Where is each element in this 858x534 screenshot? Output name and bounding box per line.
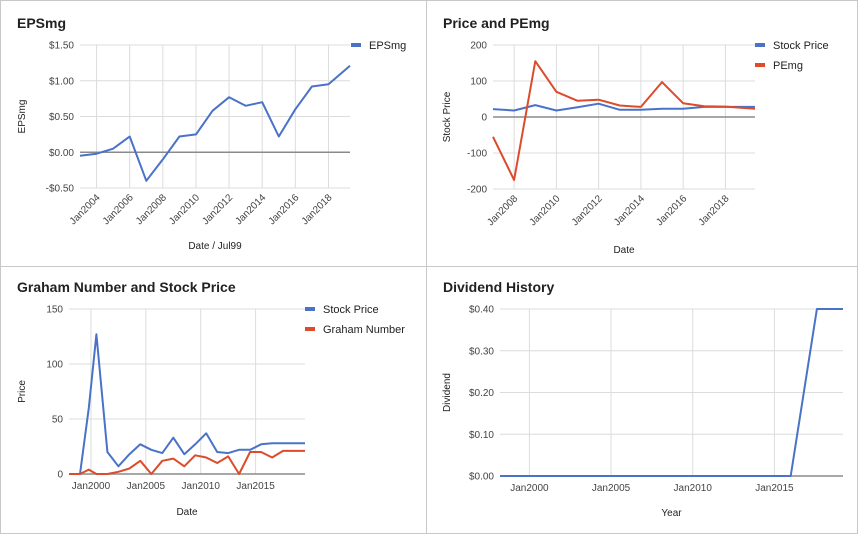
chart-svg: Graham Number and Stock Price 0 50 100 150 Ja…	[17, 279, 405, 518]
x-tick-label: Jan2000	[510, 483, 549, 494]
chart-title: Price and PEmg	[443, 15, 550, 31]
x-tick-label: Jan2005	[127, 481, 166, 492]
y-axis-label: Dividend	[442, 373, 453, 412]
x-tick-label: Jan2010	[528, 193, 563, 228]
chart-panel-epsmg: EPSmg -$0.50 $0.00 $0.50 $1.00 $1.50 Jan2004 Ja…	[0, 0, 427, 267]
y-tick-label: 100	[470, 77, 487, 88]
legend-label: Stock Price	[773, 40, 829, 52]
x-tick-label: Jan2010	[674, 483, 713, 494]
x-tick-label: Jan2008	[485, 193, 520, 228]
legend-label: Graham Number	[323, 324, 405, 336]
chart-svg: EPSmg-$0.50$0.00$0.50$1.00$1.50Jan2004Ja…	[17, 15, 406, 252]
x-tick-label: Jan2010	[182, 481, 221, 492]
y-tick-label: 0	[481, 113, 487, 124]
x-tick-label: Jan2015	[236, 481, 275, 492]
y-tick-label: -200	[467, 185, 487, 196]
y-axis-label: Price	[17, 380, 28, 403]
y-axis-label: EPSmg	[17, 100, 28, 134]
legend-swatch	[755, 43, 765, 47]
x-axis-label: Year	[661, 508, 682, 519]
legend-swatch	[351, 43, 361, 47]
chart-title: Dividend History	[443, 279, 554, 295]
series-line-data	[500, 308, 843, 477]
y-tick-label: $0.00	[49, 148, 74, 159]
chart-panel-price-pemg: Price and PEmg -200 -100 0 100 200 Jan2008 Jan2…	[426, 0, 858, 267]
y-tick-label: $0.00	[469, 472, 494, 483]
x-tick-label: Jan2014	[233, 192, 268, 227]
y-tick-label: -$0.50	[46, 184, 75, 195]
chart-svg: Dividend History $0.00 $0.10 $0.20 $0.30 $0.4…	[442, 279, 843, 519]
chart-panel-graham-price: Graham Number and Stock Price 0 50 100 150 Ja…	[0, 266, 427, 534]
x-tick-label: Jan2018	[697, 193, 732, 228]
x-tick-label: Jan2012	[570, 193, 605, 228]
x-tick-label: Jan2010	[167, 192, 202, 227]
legend-swatch	[305, 327, 315, 331]
x-tick-label: Jan2012	[200, 192, 235, 227]
chart-title: Graham Number and Stock Price	[17, 279, 236, 295]
x-axis-label: Date	[176, 507, 198, 518]
y-tick-label: $1.50	[49, 41, 74, 52]
y-tick-label: -100	[467, 149, 487, 160]
chart-title: EPSmg	[17, 15, 66, 31]
legend-swatch	[305, 307, 315, 311]
y-tick-label: 100	[46, 360, 63, 371]
series-line-stock-price	[69, 333, 305, 475]
y-tick-label: $1.00	[49, 76, 74, 87]
y-axis-label: Stock Price	[442, 91, 453, 142]
y-tick-label: 200	[470, 41, 487, 52]
y-tick-label: 50	[52, 415, 64, 426]
series-line-graham-number	[69, 449, 305, 475]
x-tick-label: Jan2018	[300, 192, 335, 227]
legend-swatch	[755, 63, 765, 67]
y-tick-label: $0.50	[49, 112, 74, 123]
series-line-pemg	[492, 60, 756, 181]
x-tick-label: Jan2006	[101, 192, 136, 227]
x-tick-label: Jan2016	[267, 192, 302, 227]
legend-label: PEmg	[773, 60, 803, 72]
y-tick-label: $0.10	[469, 430, 494, 441]
x-tick-label: Jan2005	[592, 483, 631, 494]
series-line-epsmg	[79, 64, 351, 182]
y-tick-label: 0	[57, 470, 63, 481]
y-tick-label: $0.20	[469, 388, 494, 399]
x-tick-label: Jan2015	[755, 483, 794, 494]
y-tick-label: $0.30	[469, 346, 494, 357]
x-axis-label: Date	[613, 245, 635, 256]
legend-label: EPSmg	[369, 40, 406, 52]
y-tick-label: 150	[46, 305, 63, 316]
x-axis-label: Date / Jul99	[188, 241, 242, 252]
chart-panel-dividend-history: Dividend History $0.00 $0.10 $0.20 $0.30 $0.4…	[426, 266, 858, 534]
x-tick-label: Jan2014	[612, 193, 647, 228]
x-tick-label: Jan2000	[72, 481, 111, 492]
x-tick-label: Jan2008	[134, 192, 169, 227]
y-tick-label: $0.40	[469, 305, 494, 316]
legend-label: Stock Price	[323, 304, 379, 316]
x-tick-label: Jan2016	[654, 193, 689, 228]
x-tick-label: Jan2004	[68, 192, 103, 227]
